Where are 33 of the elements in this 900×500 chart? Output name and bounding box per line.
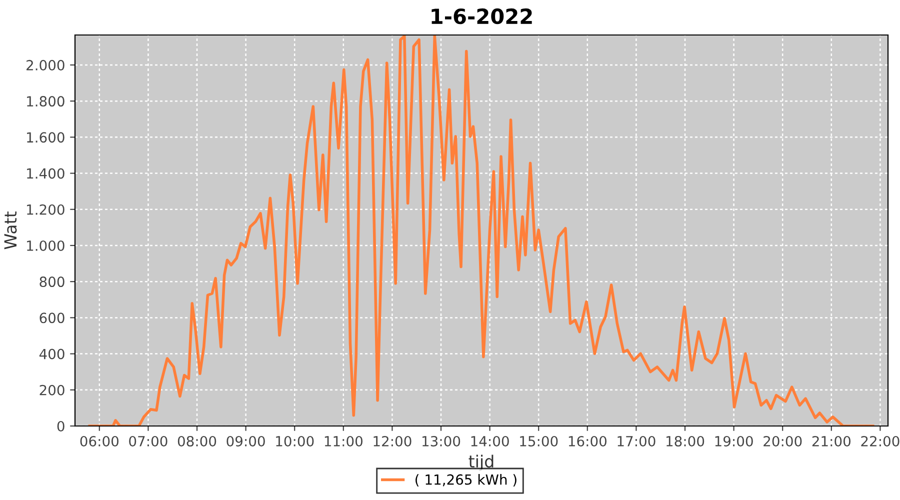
y-tick-label: 400 — [39, 348, 64, 360]
x-tick-label: 13:00 — [422, 436, 460, 446]
y-tick-label: 2.000 — [26, 60, 64, 70]
x-tick-label: 21:00 — [812, 436, 850, 446]
x-tick-label: 11:00 — [324, 436, 362, 446]
y-tick-label: 200 — [40, 384, 64, 396]
y-axis-title: Watt — [4, 212, 17, 250]
legend-label: ( 11,265 kWh ) — [416, 474, 516, 486]
x-tick-label: 14:00 — [471, 436, 509, 446]
x-tick-label: 12:00 — [374, 436, 412, 446]
y-tick-label: 1.000 — [27, 240, 64, 251]
x-tick-label: 15:00 — [520, 436, 558, 446]
x-tick-label: 07:00 — [129, 436, 168, 446]
x-tick-label: 19:00 — [715, 436, 753, 446]
x-tick-label: 10:00 — [276, 436, 314, 446]
x-tick-label: 17:00 — [618, 436, 656, 446]
y-tick-label: 1.400 — [27, 168, 64, 179]
x-tick-label: 18:00 — [666, 436, 704, 446]
y-tick-label: 1.200 — [27, 204, 64, 215]
x-axis-title: tijd — [468, 454, 494, 471]
line-series — [88, 35, 874, 426]
chart-title: 1-6-2022 — [432, 8, 532, 24]
y-tick-label: 600 — [40, 312, 64, 324]
y-tick-label: 1.800 — [27, 96, 64, 107]
y-tick-label: 800 — [40, 276, 64, 288]
x-tick-label: 09:00 — [226, 436, 265, 446]
x-tick-label: 16:00 — [568, 436, 606, 446]
y-tick-label: 0 — [57, 420, 64, 432]
x-tick-label: 08:00 — [178, 436, 216, 446]
x-tick-label: 22:00 — [861, 436, 900, 446]
y-tick-label: 1.600 — [27, 132, 64, 143]
x-tick-label: 20:00 — [764, 436, 802, 446]
x-tick-label: 06:00 — [80, 436, 118, 446]
